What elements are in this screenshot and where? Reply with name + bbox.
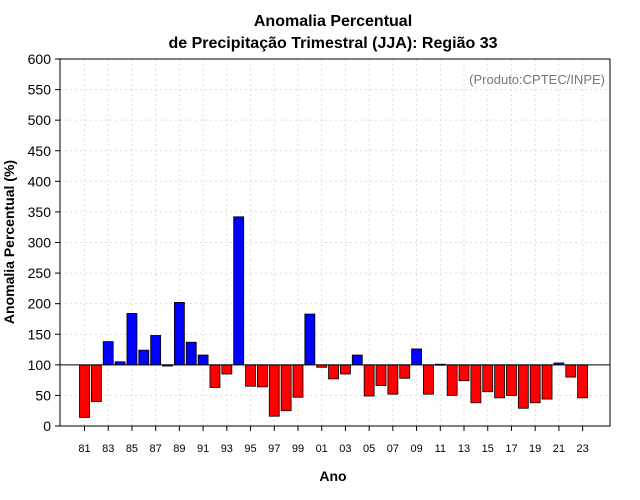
y-tick-label: 150	[28, 326, 52, 342]
bar-22	[565, 364, 577, 378]
x-tick-label: 91	[197, 443, 209, 455]
x-tick-label: 89	[173, 443, 185, 455]
bar-99	[292, 364, 304, 398]
bar-85	[126, 313, 138, 366]
y-axis-ticks: 0 50 100 150 200 250 300 350 400 450 500 550 600	[28, 51, 60, 434]
bar-03	[340, 364, 351, 375]
bar-86	[138, 349, 150, 366]
bar-82	[90, 364, 102, 402]
x-tick-label: 99	[292, 443, 304, 455]
y-tick-label: 200	[28, 296, 52, 312]
y-tick-label: 50	[35, 387, 51, 403]
x-tick-label: 95	[244, 443, 256, 455]
bar-10	[423, 364, 434, 395]
x-tick-label: 19	[529, 443, 541, 455]
x-tick-label: 01	[316, 443, 328, 455]
bar-19	[529, 364, 541, 404]
y-tick-label: 350	[28, 204, 52, 220]
x-tick-label: 03	[339, 443, 351, 455]
x-tick-label: 07	[387, 443, 399, 455]
x-tick-label: 21	[553, 443, 565, 455]
bar-95	[245, 364, 256, 387]
bar-81	[79, 364, 90, 418]
bar-00	[304, 313, 316, 366]
bar-17	[506, 364, 517, 396]
x-tick-label: 85	[126, 443, 138, 455]
bar-07	[387, 364, 399, 395]
bar-12	[446, 364, 458, 396]
y-axis-label: Anomalia Percentual (%)	[1, 160, 17, 324]
bar-06	[375, 364, 387, 387]
y-tick-label: 500	[28, 112, 52, 128]
bar-97	[268, 364, 280, 417]
x-tick-label: 09	[410, 443, 422, 455]
y-tick-label: 600	[28, 51, 52, 67]
bar-91	[197, 354, 209, 366]
x-tick-label: 83	[102, 443, 114, 455]
y-tick-label: 550	[28, 82, 52, 98]
bar-15	[482, 364, 494, 393]
bar-94	[233, 216, 245, 366]
bar-98	[280, 364, 292, 412]
x-tick-label: 97	[268, 443, 280, 455]
bar-14	[470, 364, 482, 404]
y-tick-label: 250	[28, 265, 52, 281]
bar-05	[363, 364, 375, 397]
bar-09	[411, 348, 422, 366]
bar-83	[102, 341, 114, 366]
bar-23	[577, 364, 589, 399]
bar-18	[517, 364, 529, 409]
x-tick-label: 81	[78, 443, 90, 455]
x-tick-label: 87	[150, 443, 162, 455]
y-tick-label: 100	[28, 357, 52, 373]
x-tick-label: 11	[435, 443, 446, 455]
bar-96	[256, 364, 268, 388]
bar-92	[209, 364, 221, 388]
x-tick-label: 13	[458, 443, 470, 455]
x-axis-ticks: 81 83 85 87 89 91 93 95 97 99 01 03 05 07 09 11 13 15 17 19…	[78, 426, 589, 455]
bar-90	[185, 341, 197, 366]
chart-title-line1: Anomalia Percentual	[254, 13, 412, 30]
bar-89	[173, 302, 185, 366]
bar-16	[494, 364, 506, 399]
x-tick-label: 17	[505, 443, 517, 455]
bar-93	[221, 364, 233, 375]
bar-02	[328, 364, 339, 380]
x-tick-label: 05	[363, 443, 375, 455]
plot-frame	[59, 58, 611, 427]
y-tick-label: 450	[28, 143, 52, 159]
bar-13	[458, 364, 470, 382]
chart-title-line2: de Precipitação Trimestral (JJA): Região…	[168, 35, 497, 52]
credit-text: (Produto:CPTEC/INPE)	[469, 72, 605, 87]
x-tick-label: 23	[576, 443, 588, 455]
y-tick-label: 300	[28, 235, 52, 251]
bar-08	[399, 364, 411, 379]
y-tick-label: 0	[43, 418, 51, 434]
x-tick-label: 93	[221, 443, 233, 455]
y-tick-label: 400	[28, 173, 52, 189]
x-axis-label: Ano	[319, 468, 346, 484]
bar-87	[150, 335, 162, 366]
bars	[79, 216, 589, 418]
x-tick-label: 15	[482, 443, 494, 455]
bar-04	[351, 354, 363, 366]
bar-20	[541, 364, 553, 400]
